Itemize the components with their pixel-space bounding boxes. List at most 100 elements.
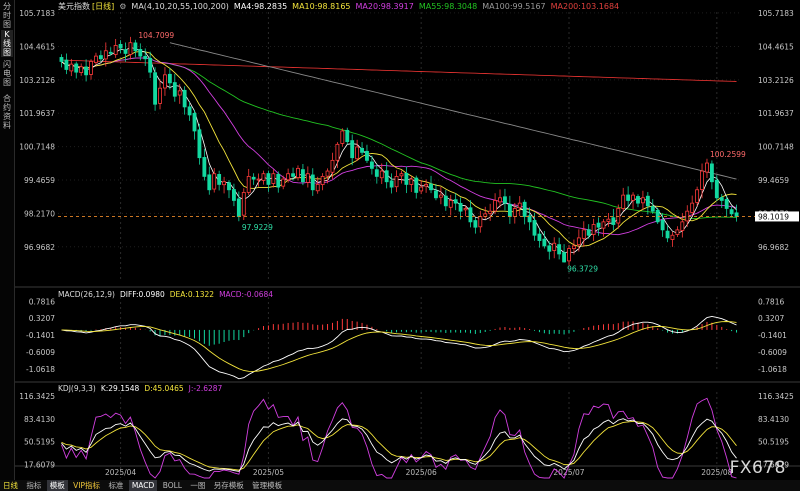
y-tick-label-left: 98.2170 bbox=[24, 209, 55, 218]
candle-body bbox=[547, 245, 552, 252]
y-tick-label-left: 96.9682 bbox=[24, 243, 55, 252]
candle-body bbox=[217, 174, 222, 185]
candle-body bbox=[719, 197, 724, 201]
candle-body bbox=[399, 173, 404, 177]
candle-body bbox=[94, 55, 98, 63]
candle-body bbox=[636, 196, 640, 204]
macd-value: MACD:-0.0684 bbox=[219, 290, 274, 299]
candle-body bbox=[271, 173, 276, 184]
kdj-d: D:45.0465 bbox=[144, 384, 184, 393]
candle-body bbox=[503, 196, 507, 204]
candle-body bbox=[443, 195, 448, 207]
candle-body bbox=[493, 200, 498, 212]
ma20-value: MA20:98.3917 bbox=[355, 2, 414, 11]
candle-body bbox=[286, 173, 291, 181]
candle-body bbox=[709, 163, 714, 183]
candle-body bbox=[616, 208, 621, 224]
kdj-y-tick-right: 83.4130 bbox=[758, 415, 789, 424]
kdj-y-tick-left: 116.3425 bbox=[19, 392, 55, 401]
settings-icon[interactable]: ⚙ bbox=[119, 2, 127, 11]
candle-body bbox=[424, 184, 429, 187]
chart-canvas[interactable]: 2025/04 2025/05 2025/06 2025/07 2025/08 105.7… bbox=[0, 0, 800, 480]
kdj-header: KDJ(9,3,3) K:29.1548 D:45.0465 J:-2.6287 bbox=[58, 384, 227, 393]
candle-body bbox=[300, 169, 305, 183]
tab-intraday[interactable]: 分时图 bbox=[3, 2, 11, 29]
candle-body bbox=[670, 234, 675, 240]
y-tick-label-right: 101.9637 bbox=[758, 109, 794, 118]
candle-body bbox=[310, 174, 315, 191]
kdj-j: J:-2.6287 bbox=[188, 384, 223, 393]
candle-body bbox=[434, 190, 438, 199]
candle-body bbox=[365, 150, 369, 161]
candle-body bbox=[330, 159, 335, 173]
toolbar-single-chart[interactable]: 一图 bbox=[190, 481, 206, 490]
toolbar-indicators[interactable]: 指标 bbox=[26, 481, 42, 490]
candle-body bbox=[246, 176, 251, 193]
tab-kline[interactable]: K线图 bbox=[1, 30, 13, 57]
candle-body bbox=[236, 198, 241, 217]
candle-body bbox=[389, 180, 394, 188]
candle-body bbox=[611, 217, 616, 225]
macd-y-tick-right: -0.1401 bbox=[758, 331, 787, 340]
candle-body bbox=[256, 178, 261, 181]
y-tick-label-left: 99.4659 bbox=[24, 176, 55, 185]
candle-body bbox=[128, 42, 133, 55]
candle-body bbox=[320, 176, 325, 185]
candle-body bbox=[522, 201, 527, 217]
candle-body bbox=[414, 177, 419, 193]
candle-body bbox=[729, 209, 734, 215]
candle-body bbox=[340, 130, 345, 144]
candle-body bbox=[241, 192, 246, 216]
y-tick-label-right: 100.7148 bbox=[758, 143, 794, 152]
candle-body bbox=[138, 48, 143, 57]
candle-body bbox=[567, 248, 571, 262]
candle-body bbox=[537, 233, 542, 241]
candle-body bbox=[453, 199, 458, 204]
sidebar: 分时图 K线图 闪电图 合约资料 bbox=[0, 0, 15, 480]
toolbar-manage-template[interactable]: 管理模板 bbox=[252, 481, 283, 490]
candle-body bbox=[631, 194, 635, 201]
candle-body bbox=[640, 197, 645, 204]
macd-diff: DIFF:0.0980 bbox=[119, 290, 165, 299]
ma100-value: MA100:99.5167 bbox=[482, 2, 546, 11]
candle-body bbox=[468, 207, 473, 223]
y-tick-label-left: 103.2126 bbox=[19, 76, 55, 85]
kdj-j-line bbox=[61, 397, 737, 479]
price-header: 美元指数 [日线] ⚙ MA(4,10,20,55,100,200) MA4:98.28… bbox=[58, 1, 624, 12]
macd-y-tick-right: -1.0618 bbox=[758, 365, 787, 374]
candle-body bbox=[596, 222, 601, 228]
candle-body bbox=[227, 182, 231, 191]
candle-body bbox=[680, 221, 685, 231]
candle-body bbox=[473, 220, 478, 228]
tab-flash[interactable]: 闪电图 bbox=[3, 60, 11, 87]
y-tick-label-left: 105.7183 bbox=[19, 9, 55, 18]
candle-body bbox=[463, 208, 468, 211]
candle-body bbox=[488, 210, 493, 214]
toolbar-standard[interactable]: 标准 bbox=[108, 481, 124, 490]
macd-dea-line bbox=[61, 321, 737, 372]
price-annotation: 104.7099 bbox=[138, 31, 174, 40]
toolbar-save-template[interactable]: 另存模板 bbox=[213, 481, 244, 490]
x-tick-label: 2025/05 bbox=[253, 468, 284, 477]
candle-body bbox=[532, 220, 537, 236]
x-tick-label: 2025/07 bbox=[553, 468, 584, 477]
candle-body bbox=[276, 173, 281, 188]
candle-body bbox=[512, 208, 517, 217]
tab-contract-info[interactable]: 合约资料 bbox=[3, 94, 11, 130]
candle-body bbox=[325, 170, 330, 177]
toolbar-macd[interactable]: MACD bbox=[128, 480, 158, 491]
candle-body bbox=[59, 57, 64, 62]
toolbar-boll[interactable]: BOLL bbox=[162, 481, 182, 490]
ma200-line bbox=[61, 59, 737, 82]
candle-body bbox=[478, 216, 483, 228]
kdj-y-tick-right: 116.3425 bbox=[758, 392, 794, 401]
candle-body bbox=[148, 57, 153, 73]
price-annotation: 100.2599 bbox=[710, 150, 746, 159]
toolbar-template[interactable]: 模板 bbox=[46, 480, 68, 491]
toolbar-period[interactable]: 日线 bbox=[3, 481, 18, 490]
toolbar-vip-indicators[interactable]: VIP指标 bbox=[73, 481, 101, 490]
macd-y-tick-left: -1.0618 bbox=[26, 365, 55, 374]
kdj-y-tick-left: 83.4130 bbox=[24, 415, 55, 424]
candle-body bbox=[167, 73, 172, 84]
y-tick-label-right: 105.7183 bbox=[758, 9, 794, 18]
